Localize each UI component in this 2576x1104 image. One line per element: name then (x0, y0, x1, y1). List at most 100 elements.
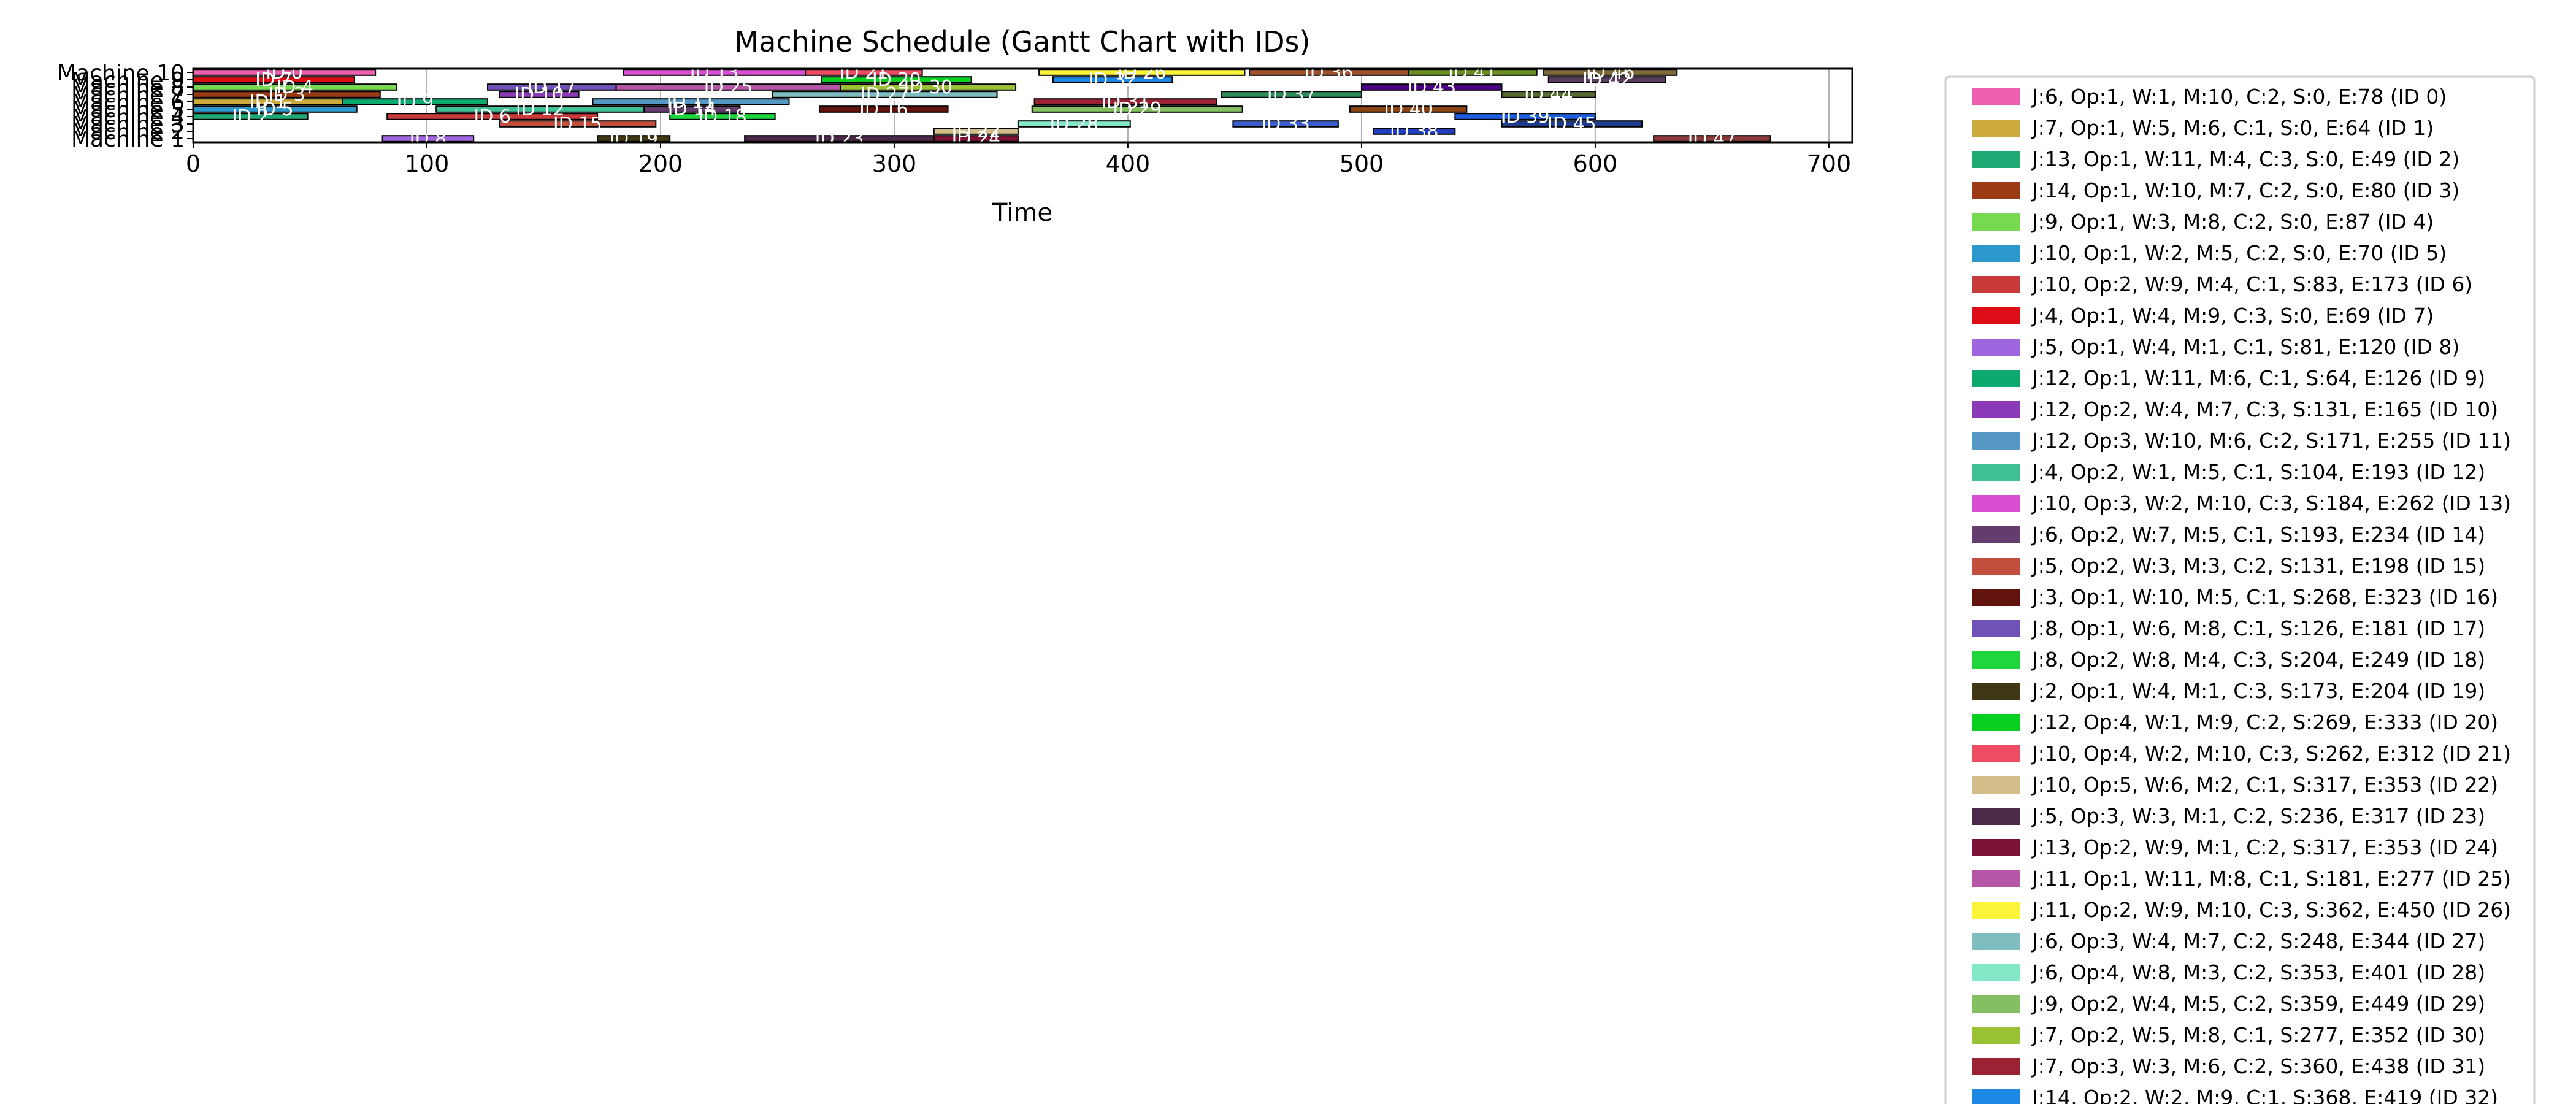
legend-swatch (1972, 995, 2020, 1013)
legend-entry-label: J:6, Op:2, W:7, M:5, C:1, S:193, E:234 (… (2031, 523, 2485, 546)
legend-entry-label: J:13, Op:2, W:9, M:1, C:2, S:317, E:353 … (2031, 835, 2498, 859)
bar-id-label: ID 31 (1101, 91, 1150, 113)
x-axis-label: Time (992, 199, 1052, 227)
bar-id-label: ID 29 (1113, 99, 1162, 120)
gantt-bar (1360, 83, 1503, 91)
gantt-bar (1349, 105, 1468, 113)
legend-swatch (1972, 589, 2020, 606)
gantt-bar (1501, 120, 1643, 128)
legend-swatch (1972, 902, 2020, 919)
legend-swatch (1972, 432, 2020, 450)
x-tick-label: 200 (638, 150, 683, 177)
x-tick-label: 300 (872, 150, 917, 177)
legend-swatch (1972, 933, 2020, 950)
gantt-bar (499, 120, 657, 128)
legend-entry-label: J:6, Op:4, W:8, M:3, C:2, S:353, E:401 (… (2031, 960, 2485, 984)
bars (193, 69, 1771, 142)
bar-id-label: ID 9 (397, 91, 434, 113)
gantt-bar (933, 128, 1019, 135)
bar-id-label: ID 32 (1088, 69, 1137, 91)
legend-swatch (1972, 808, 2020, 825)
x-axis: 0 100 200 300 400 500 600 700 (186, 142, 1851, 177)
legend-entry-label: J:14, Op:1, W:10, M:7, C:2, S:0, E:80 (I… (2031, 178, 2459, 202)
legend-entry-label: J:8, Op:1, W:6, M:8, C:1, S:126, E:181 (… (2031, 616, 2485, 640)
bar-id-label: ID 37 (1267, 84, 1316, 105)
bar-id-label: ID 16 (859, 99, 908, 120)
legend-entry-label: J:13, Op:1, W:11, M:4, C:3, S:0, E:49 (I… (2031, 147, 2459, 171)
y-tick-label: Machine 9 (71, 68, 185, 93)
legend-entry-label: J:4, Op:1, W:4, M:9, C:3, S:0, E:69 (ID … (2031, 304, 2434, 328)
legend-entry-label: J:11, Op:2, W:9, M:10, C:3, S:362, E:450… (2031, 898, 2511, 922)
bar-id-label: ID 6 (473, 106, 511, 128)
legend-entry-label: J:5, Op:1, W:4, M:1, C:1, S:81, E:120 (I… (2031, 335, 2459, 359)
gantt-bar (819, 105, 949, 113)
legend-swatch (1972, 401, 2020, 418)
gantt-bar (772, 91, 998, 98)
bar-id-label: ID 4 (276, 77, 313, 98)
legend-entry-label: J:5, Op:2, W:3, M:3, C:2, S:131, E:198 (… (2031, 554, 2485, 578)
legend-entry-label: J:9, Op:1, W:3, M:8, C:2, S:0, E:87 (ID … (2031, 210, 2434, 234)
bar-id-label: ID 30 (903, 77, 953, 98)
gantt-bar (1547, 76, 1666, 83)
legend-entry-label: J:6, Op:1, W:1, M:10, C:2, S:0, E:78 (ID… (2031, 85, 2447, 109)
bar-id-label: ID 2 (232, 106, 269, 128)
gantt-bar (1454, 113, 1596, 120)
gantt-bar (840, 83, 1017, 91)
bar-id-label: ID 8 (410, 128, 447, 150)
legend-entry-label: J:8, Op:2, W:8, M:4, C:3, S:204, E:249 (… (2031, 648, 2485, 672)
bar-id-label: ID 21 (840, 62, 889, 83)
legend-swatch (1972, 339, 2020, 356)
legend-swatch (1972, 120, 2020, 137)
bar-id-label: ID 10 (515, 84, 564, 105)
legend-entry-label: J:10, Op:1, W:2, M:5, C:2, S:0, E:70 (ID… (2031, 241, 2447, 265)
y-tick-label: Machine 5 (71, 98, 185, 123)
gantt-bar (1221, 91, 1362, 98)
x-tick-label: 600 (1573, 150, 1618, 177)
bar-id-label: ID 44 (1524, 84, 1573, 105)
legend-entry-label: J:2, Op:1, W:4, M:1, C:3, S:173, E:204 (… (2031, 679, 2485, 703)
legend-swatch (1972, 1058, 2020, 1075)
legend-swatch (1972, 964, 2020, 981)
y-tick-label: Machine 4 (71, 105, 185, 130)
legend-swatch (1972, 839, 2020, 856)
legend-swatch (1972, 182, 2020, 199)
gantt-bar (1501, 91, 1596, 98)
legend-swatch (1972, 526, 2020, 543)
bar-id-label: ID 25 (704, 77, 753, 98)
bar-id-label: ID 22 (951, 121, 1000, 142)
bar-id-label: ID 47 (1688, 128, 1737, 150)
gantt-bar (1052, 76, 1173, 83)
bar-id-label: ID 28 (1049, 113, 1098, 135)
legend-swatch (1972, 683, 2020, 700)
legend-entry-label: J:12, Op:4, W:1, M:9, C:2, S:269, E:333 … (2031, 710, 2498, 734)
bar-id-label: ID 11 (667, 91, 716, 113)
legend-swatch (1972, 1089, 2020, 1104)
legend-swatch (1972, 245, 2020, 262)
x-tick-label: 0 (186, 150, 201, 177)
legend-entry-label: J:7, Op:1, W:5, M:6, C:1, S:0, E:64 (ID … (2031, 116, 2434, 140)
gantt-bar (1031, 105, 1243, 113)
bar-id-label: ID 36 (1305, 62, 1354, 83)
bar-id-label: ID 40 (1384, 99, 1433, 120)
bar-id-label: ID 39 (1501, 106, 1550, 128)
bar-id-label: ID 33 (1261, 113, 1310, 135)
bar-id-label: ID 24 (951, 128, 1000, 150)
bar-id-label: ID 45 (1547, 113, 1597, 135)
gantt-bar (386, 113, 599, 120)
gantt-bar (592, 98, 790, 105)
gantt-bar (669, 113, 776, 120)
bar-id-label: ID 0 (266, 62, 303, 83)
chart-title: Machine Schedule (Gantt Chart with IDs) (735, 25, 1311, 58)
bar-labels: ID 0 ID 1ID 2ID 3ID 4ID 5 ID 6 ID 7 ID 8 ID 9… (232, 62, 1736, 150)
bar-id-label: ID 17 (527, 77, 577, 98)
gantt-bar (499, 91, 580, 98)
bar-id-label: ID 19 (609, 128, 658, 150)
legend: J:6, Op:1, W:1, M:10, C:2, S:0, E:78 (ID… (1944, 75, 2536, 1104)
legend-entry-label: J:3, Op:1, W:10, M:5, C:1, S:268, E:323 … (2031, 585, 2498, 609)
bar-id-label: ID 23 (815, 128, 864, 150)
y-tick-label: Machine 10 (57, 61, 185, 86)
legend-entry-label: J:11, Op:1, W:11, M:8, C:1, S:181, E:277… (2031, 867, 2511, 891)
legend-swatch (1972, 370, 2020, 387)
